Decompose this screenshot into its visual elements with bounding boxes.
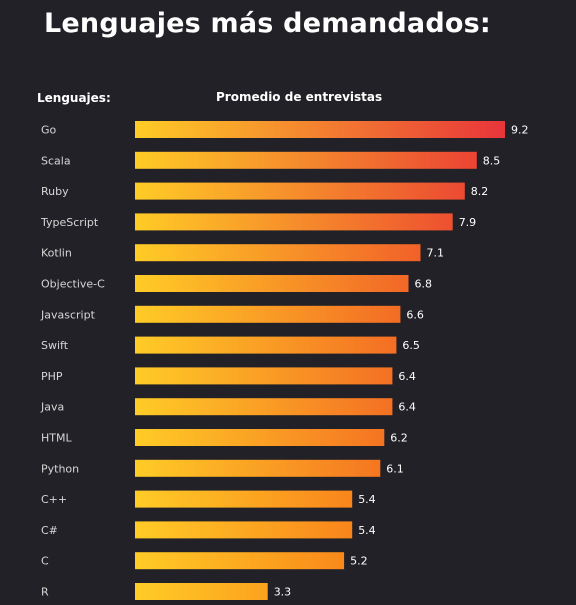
- bar: [135, 305, 401, 323]
- category-label: Swift: [41, 339, 69, 352]
- bar: [135, 121, 505, 138]
- bar-value-label: 9.2: [511, 124, 529, 137]
- bar-value-label: 7.1: [427, 247, 445, 260]
- bar: [135, 583, 268, 600]
- bar-value-label: 5.4: [358, 493, 376, 506]
- category-label: Go: [41, 124, 57, 137]
- bar: [135, 244, 421, 262]
- bar: [135, 336, 397, 354]
- bar-value-label: 8.2: [471, 185, 489, 198]
- bar-value-label: 6.1: [386, 462, 404, 475]
- category-label: C++: [41, 493, 67, 506]
- bar: [135, 459, 381, 477]
- values-header: Promedio de entrevistas: [216, 90, 383, 104]
- category-label: R: [41, 586, 49, 599]
- category-label: PHP: [41, 370, 63, 383]
- bar-value-label: 6.4: [398, 401, 416, 414]
- bar-value-label: 3.3: [274, 586, 292, 599]
- chart-title: Lenguajes más demandados:: [44, 8, 491, 39]
- category-label: Scala: [41, 154, 71, 167]
- bar-value-label: 6.5: [402, 339, 420, 352]
- bar: [135, 275, 409, 292]
- bar-value-label: 6.8: [415, 278, 433, 291]
- category-label: Ruby: [41, 185, 69, 198]
- bar-value-label: 7.9: [459, 216, 477, 229]
- category-label: C: [41, 555, 49, 568]
- bar: [135, 552, 345, 570]
- category-label: Objective-C: [41, 278, 105, 291]
- category-label: Javascript: [40, 308, 96, 321]
- category-label: TypeScript: [40, 216, 99, 229]
- bar: [135, 521, 353, 539]
- bar: [135, 367, 393, 385]
- bar-value-label: 6.6: [406, 308, 424, 321]
- bar-value-label: 6.2: [390, 432, 408, 445]
- bar: [135, 213, 453, 231]
- bar-value-label: 5.2: [350, 555, 368, 568]
- bar-value-label: 6.4: [398, 370, 416, 383]
- bar-value-label: 8.5: [483, 154, 501, 167]
- bar: [135, 398, 393, 416]
- category-label: Python: [41, 462, 79, 475]
- category-label: Java: [40, 401, 64, 414]
- category-label: HTML: [41, 432, 72, 445]
- bar: [135, 182, 465, 200]
- bar: [135, 429, 385, 446]
- category-label: Kotlin: [41, 247, 72, 260]
- categories-header: Lenguajes:: [37, 91, 111, 105]
- bar: [135, 490, 353, 508]
- bar: [135, 151, 477, 169]
- bar-value-label: 5.4: [358, 524, 376, 537]
- category-label: C#: [41, 524, 58, 537]
